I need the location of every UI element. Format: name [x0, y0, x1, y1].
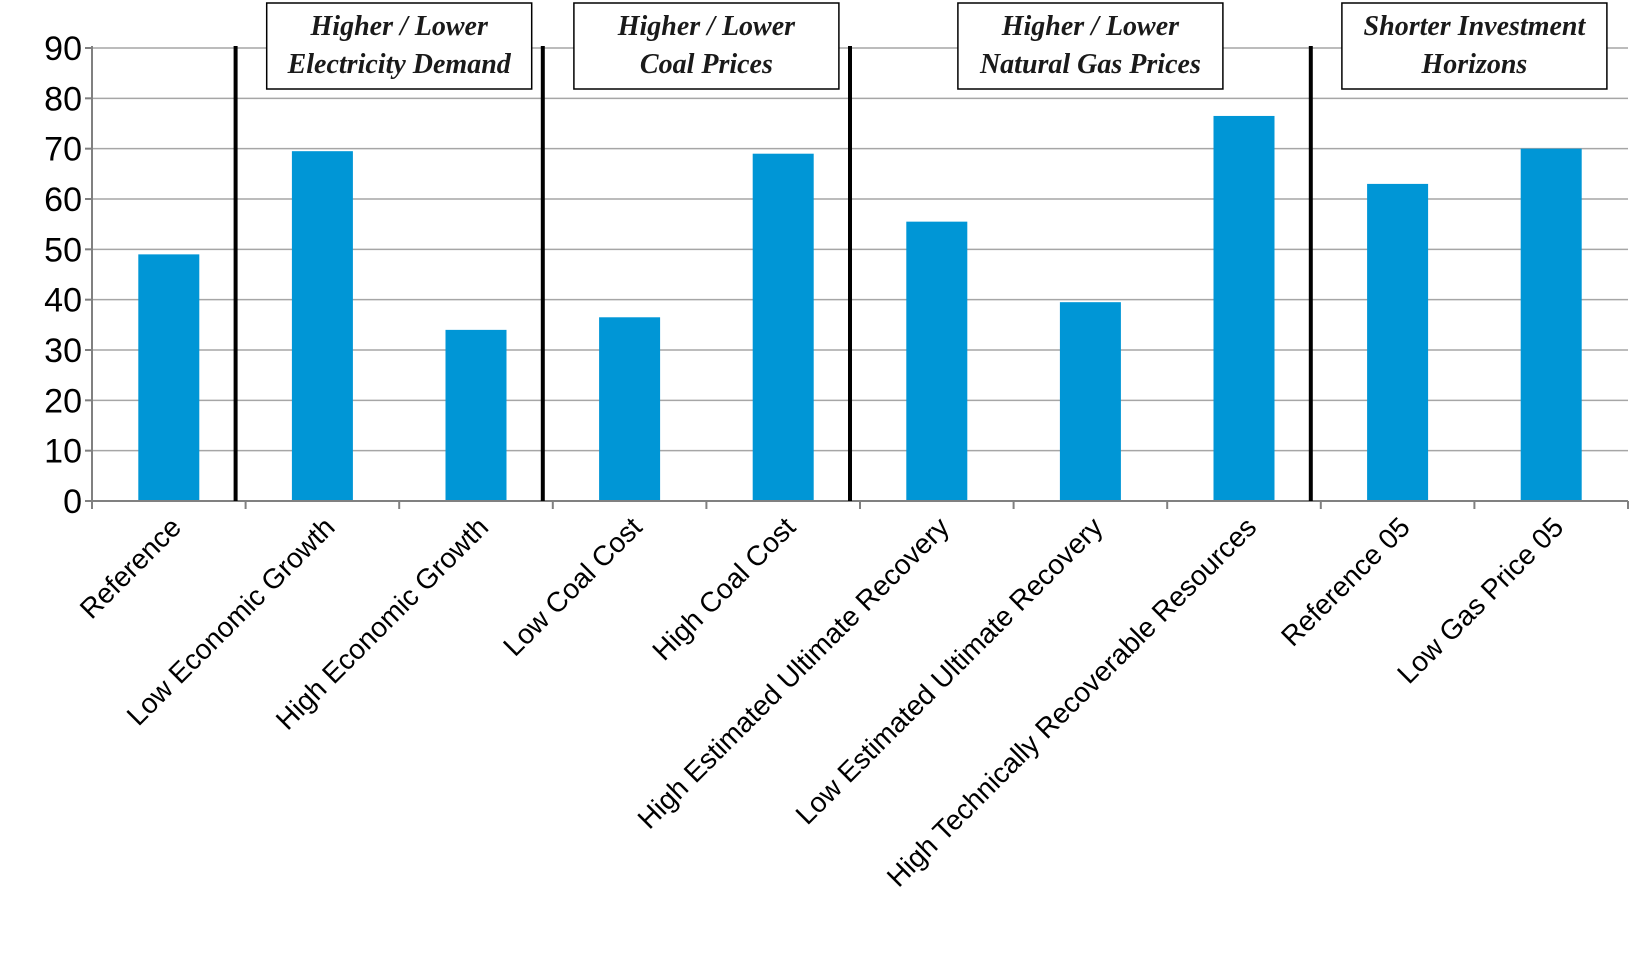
bar-high-estimated-ultimate-recovery — [906, 221, 968, 501]
bar-low-gas-price-05 — [1520, 148, 1582, 501]
y-tick-labels: 0 10 20 30 40 50 60 70 80 90 — [44, 30, 82, 521]
bar-high-economic-growth — [445, 329, 507, 501]
x-category-label: Low Estimated Ultimate Recovery — [790, 511, 1109, 830]
group-caption-line1: Higher / Lower — [310, 11, 489, 42]
y-tick-label: 30 — [44, 332, 82, 370]
group-caption-box — [1341, 2, 1608, 90]
bar-low-coal-cost — [599, 317, 661, 501]
scenario-group-boxes: Higher / Lower Electricity Demand Higher /… — [233, 2, 1608, 501]
y-tick-label: 40 — [44, 282, 82, 320]
y-tick-label: 70 — [44, 131, 82, 169]
group-caption-box — [265, 2, 533, 90]
y-tick-label: 60 — [44, 181, 82, 219]
group-caption-box — [957, 2, 1224, 90]
group-caption-line2: Horizons — [1420, 49, 1527, 80]
group-caption-line2: Electricity Demand — [287, 49, 512, 80]
x-category-label: High Estimated Ultimate Recovery — [632, 511, 955, 834]
y-tick-label: 90 — [44, 30, 82, 68]
x-category-label: High Coal Cost — [646, 511, 801, 666]
x-category-label: Low Gas Price 05 — [1391, 511, 1569, 689]
group-caption-line1: Higher / Lower — [617, 11, 796, 42]
y-tick-label: 0 — [63, 483, 82, 521]
axes — [85, 46, 1629, 509]
bar-low-estimated-ultimate-recovery — [1059, 302, 1121, 501]
x-category-label: Low Coal Cost — [497, 511, 648, 662]
bar-high-coal-cost — [752, 153, 814, 501]
y-tick-label: 50 — [44, 231, 82, 269]
group-caption-line2: Natural Gas Prices — [979, 49, 1201, 80]
y-tick-label: 80 — [44, 80, 82, 118]
bar-low-economic-growth — [291, 151, 353, 501]
bars — [138, 115, 1582, 501]
x-category-label: Reference 05 — [1275, 511, 1416, 652]
y-tick-label: 10 — [44, 433, 82, 471]
group-caption-line1: Higher / Lower — [1001, 11, 1180, 42]
x-category-label: Reference — [74, 511, 187, 624]
y-tick-label: 20 — [44, 382, 82, 420]
bar-reference — [138, 254, 200, 501]
group-caption-box — [573, 2, 840, 90]
bar-high-technically-recoverable-resources — [1213, 115, 1275, 501]
bar-reference-05 — [1367, 183, 1429, 501]
group-caption-line1: Shorter Investment — [1364, 11, 1587, 42]
group-caption-line2: Coal Prices — [640, 49, 773, 80]
